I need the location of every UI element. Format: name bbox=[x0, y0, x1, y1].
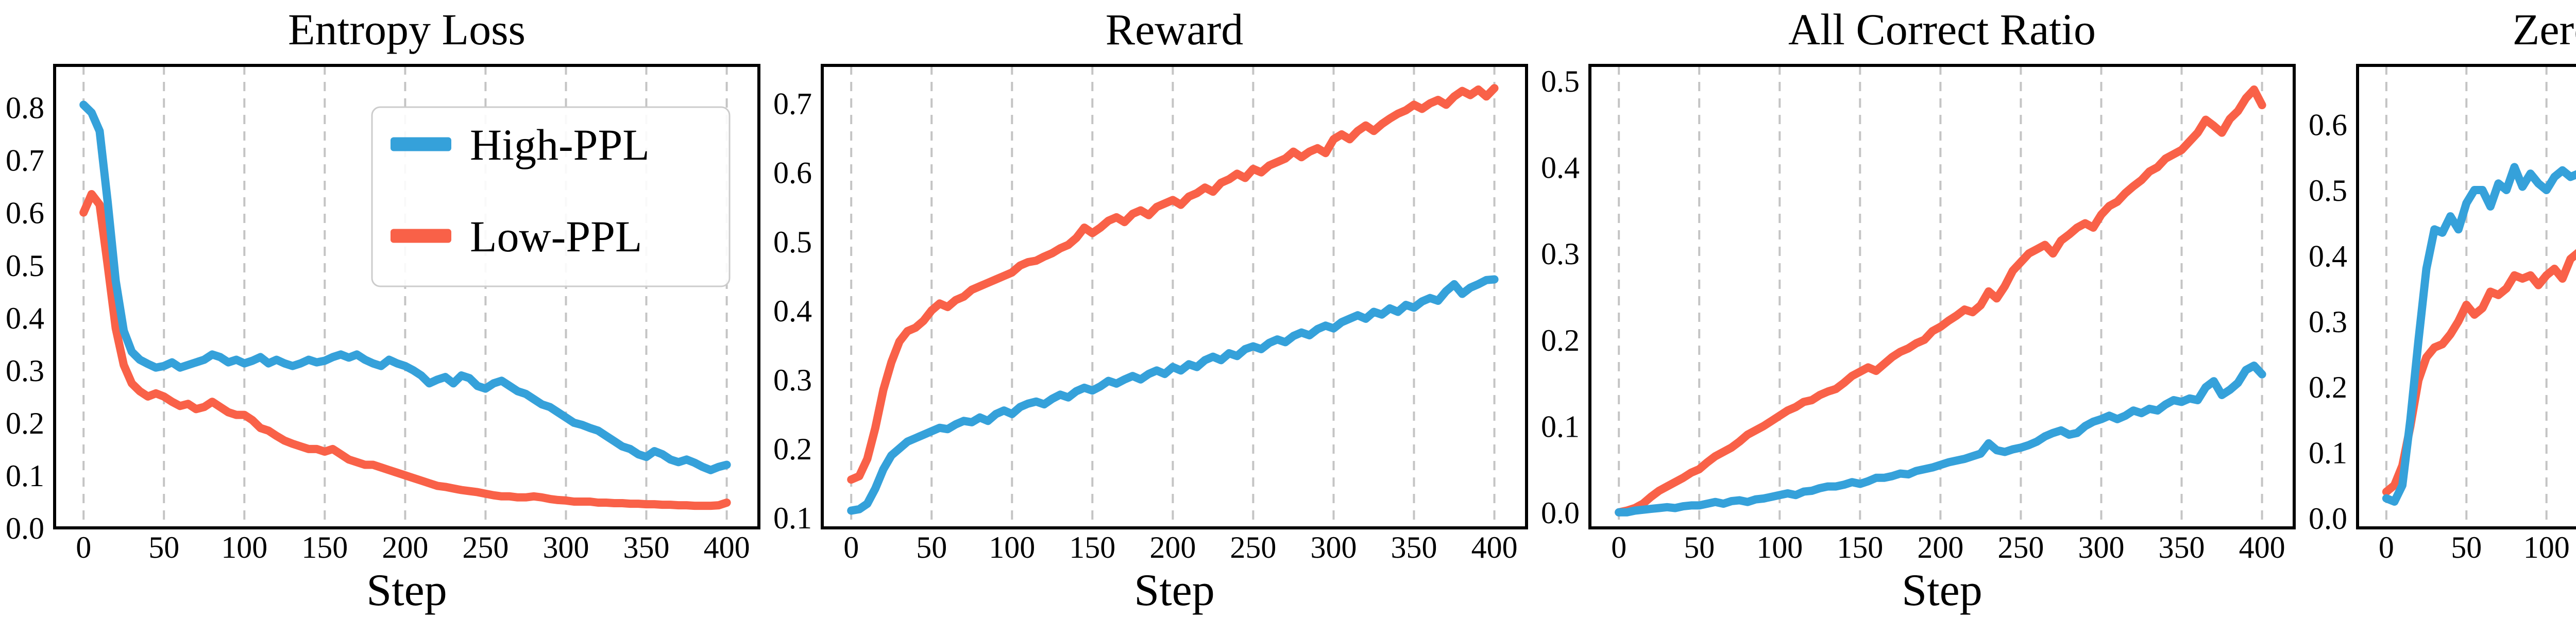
y-tick-label: 0.4 bbox=[2309, 239, 2347, 273]
y-tick-label: 0.2 bbox=[6, 406, 44, 440]
x-tick-label: 400 bbox=[1471, 530, 1518, 564]
y-tick-label: 0.1 bbox=[773, 501, 812, 535]
x-tick-label: 400 bbox=[2239, 530, 2285, 564]
x-tick-label: 50 bbox=[916, 530, 947, 564]
legend: High-PPL Low-PPL bbox=[371, 106, 731, 287]
y-tick-label: 0.3 bbox=[1541, 237, 1580, 271]
x-tick-label: 250 bbox=[1997, 530, 2044, 564]
y-tick-label: 0.7 bbox=[773, 87, 812, 121]
legend-swatch-low-ppl bbox=[391, 229, 451, 243]
panel-reward: Reward 0.1 0.2 0.3 0.4 0.5 0.6 0.7 0 50 100 150 200 2… bbox=[773, 5, 1528, 615]
y-tick-label: 0.6 bbox=[773, 156, 812, 190]
series-line-low-ppl bbox=[847, 84, 1499, 484]
x-tick-label: 350 bbox=[2159, 530, 2205, 564]
x-axis-label: Step bbox=[366, 565, 447, 615]
x-tick-label: 0 bbox=[76, 530, 91, 564]
y-tick-label: 0.6 bbox=[2309, 108, 2347, 142]
x-tick-label: 50 bbox=[148, 530, 179, 564]
x-axis-label: Step bbox=[1134, 565, 1214, 615]
x-tick-label: 100 bbox=[2523, 530, 2570, 564]
plot-border bbox=[1588, 64, 2296, 529]
x-tick-label: 350 bbox=[623, 530, 670, 564]
x-tick-label: 250 bbox=[1230, 530, 1276, 564]
y-tick-label: 0.8 bbox=[6, 91, 44, 125]
x-tick-label: 50 bbox=[1684, 530, 1715, 564]
x-tick-label: 100 bbox=[989, 530, 1035, 564]
y-tick-label: 0.3 bbox=[6, 354, 44, 388]
series-line-low-ppl bbox=[2382, 249, 2576, 496]
x-tick-label: 100 bbox=[221, 530, 267, 564]
x-tick-label: 300 bbox=[543, 530, 589, 564]
y-tick-label: 0.5 bbox=[2309, 174, 2347, 208]
plot-border bbox=[821, 64, 1528, 529]
panel-zero-advantage-ratio: Zero Advantage Ratio 0.0 0.1 0.2 0.3 0.4 0.5 0.… bbox=[2309, 5, 2576, 564]
x-tick-label: 50 bbox=[2451, 530, 2482, 564]
series-line-high-ppl bbox=[847, 275, 1499, 515]
x-tick-label: 150 bbox=[1069, 530, 1115, 564]
x-tick-label: 0 bbox=[843, 530, 859, 564]
x-tick-label: 100 bbox=[1756, 530, 1803, 564]
y-tick-label: 0.2 bbox=[1541, 323, 1580, 357]
legend-swatch-high-ppl bbox=[391, 137, 451, 151]
plot-border bbox=[2356, 64, 2576, 529]
y-tick-label: 0.1 bbox=[1541, 409, 1580, 443]
y-tick-label: 0.0 bbox=[2309, 502, 2347, 536]
chart-title: All Correct Ratio bbox=[1788, 5, 2096, 54]
chart-title: Reward bbox=[1106, 5, 1243, 54]
y-tick-label: 0.0 bbox=[6, 511, 44, 545]
x-tick-label: 150 bbox=[1837, 530, 1883, 564]
x-tick-label: 200 bbox=[382, 530, 428, 564]
y-tick-label: 0.4 bbox=[773, 294, 812, 328]
chart-title: Zero Advantage Ratio bbox=[2513, 5, 2576, 54]
y-tick-label: 0.1 bbox=[2309, 436, 2347, 470]
y-tick-label: 0.7 bbox=[6, 144, 44, 178]
y-tick-label: 0.3 bbox=[2309, 305, 2347, 339]
panel-entropy-loss: Entropy Loss 0.0 0.1 0.2 0.3 0.4 0.5 0.6 0.7 0.8 0… bbox=[6, 5, 760, 615]
series-line-high-ppl bbox=[2382, 163, 2576, 506]
series-line-high-ppl bbox=[1615, 362, 2266, 517]
y-tick-label: 0.5 bbox=[1541, 64, 1580, 98]
y-tick-label: 0.1 bbox=[6, 459, 44, 493]
y-tick-label: 0.2 bbox=[2309, 370, 2347, 404]
x-axis-label: Step bbox=[1902, 565, 1982, 615]
y-tick-label: 0.4 bbox=[6, 301, 44, 335]
chart-title: Entropy Loss bbox=[288, 5, 526, 54]
x-tick-label: 300 bbox=[2078, 530, 2125, 564]
x-tick-label: 200 bbox=[1149, 530, 1196, 564]
x-tick-label: 350 bbox=[1391, 530, 1437, 564]
panel-all-correct-ratio: All Correct Ratio 0.0 0.1 0.2 0.3 0.4 0.5 0 50 10… bbox=[1541, 5, 2296, 615]
legend-label: Low-PPL bbox=[470, 212, 642, 261]
legend-box bbox=[371, 106, 731, 287]
y-tick-label: 0.4 bbox=[1541, 151, 1580, 185]
legend-label: High-PPL bbox=[470, 120, 650, 169]
x-tick-label: 250 bbox=[462, 530, 509, 564]
series-line-high-ppl bbox=[79, 100, 731, 474]
plot-border bbox=[53, 64, 760, 529]
series-line-low-ppl bbox=[79, 190, 731, 510]
y-tick-label: 0.3 bbox=[773, 363, 812, 397]
x-tick-label: 200 bbox=[1917, 530, 1963, 564]
y-tick-label: 0.5 bbox=[773, 225, 812, 259]
x-tick-label: 0 bbox=[1611, 530, 1626, 564]
series-line-low-ppl bbox=[1615, 85, 2266, 517]
x-tick-label: 0 bbox=[2379, 530, 2394, 564]
y-tick-label: 0.5 bbox=[6, 249, 44, 283]
y-tick-label: 0.2 bbox=[773, 432, 812, 466]
y-tick-label: 0.6 bbox=[6, 196, 44, 230]
x-tick-label: 400 bbox=[704, 530, 750, 564]
x-tick-label: 150 bbox=[301, 530, 348, 564]
x-tick-label: 300 bbox=[1311, 530, 1357, 564]
y-tick-label: 0.0 bbox=[1541, 496, 1580, 530]
